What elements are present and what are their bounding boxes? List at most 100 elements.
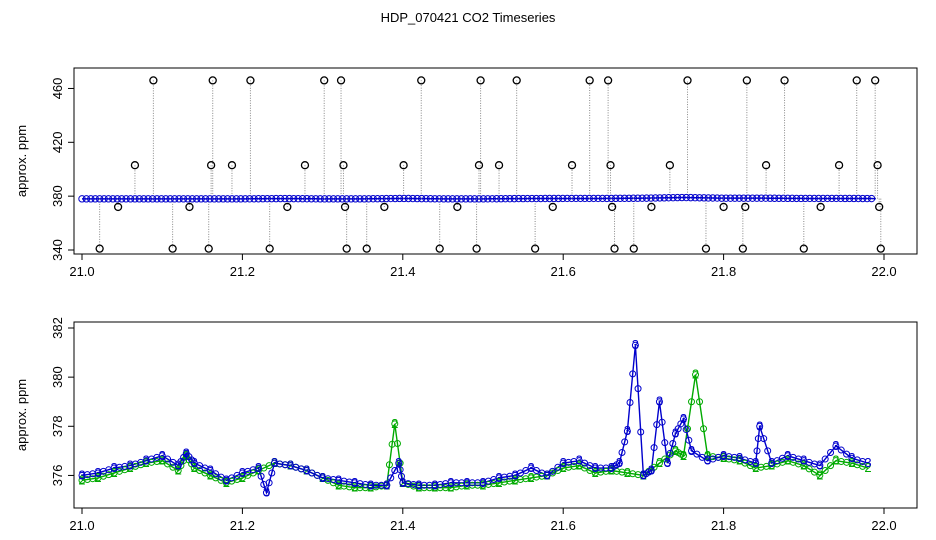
series-2-label: 2 <box>528 470 535 485</box>
baseline-point <box>126 195 135 203</box>
series-3-point <box>335 476 343 484</box>
spike-point <box>168 244 177 253</box>
baseline-point <box>170 195 179 203</box>
spike-point <box>472 244 481 253</box>
series-3-point <box>121 462 129 470</box>
series-3-label: 3 <box>816 458 823 473</box>
baseline-point <box>351 195 360 203</box>
series-3-label: 3 <box>351 475 358 490</box>
baseline-point <box>528 194 536 203</box>
spike-point <box>719 202 728 212</box>
series-3-point <box>680 415 687 423</box>
spike-point <box>494 161 504 170</box>
series-3-point <box>623 427 631 435</box>
series-3-point <box>458 479 466 487</box>
x-tick-label: 21.6 <box>551 518 576 533</box>
baseline-point <box>700 194 708 202</box>
series-2-label: 2 <box>680 448 687 463</box>
series-3-point <box>753 447 761 455</box>
series-2-point <box>591 469 599 477</box>
baseline-point <box>254 195 263 203</box>
series-2-label: 2 <box>800 458 807 473</box>
series-2-label: 2 <box>672 443 679 458</box>
x-tick-label: 21.8 <box>711 264 736 279</box>
series-3-point <box>319 474 327 482</box>
baseline-point <box>704 194 713 202</box>
series-3-label: 3 <box>752 455 759 470</box>
spike-point <box>799 244 808 253</box>
baseline-point <box>748 194 757 202</box>
baseline-point <box>656 194 664 202</box>
series-3-point <box>463 479 471 487</box>
series-2-point <box>83 476 91 484</box>
baseline-point <box>475 195 483 203</box>
series-3-label: 3 <box>271 455 278 470</box>
series-3-point <box>629 370 637 378</box>
series-3-point <box>415 481 423 489</box>
baseline-point <box>435 195 443 203</box>
baseline-point <box>581 194 589 203</box>
spike-point <box>339 161 348 170</box>
series-3-point <box>383 481 391 489</box>
spike-point <box>476 76 485 85</box>
series-2-label: 2 <box>447 480 454 495</box>
series-3-point <box>372 481 380 489</box>
series-3-point <box>543 471 551 479</box>
series-3-label: 3 <box>110 460 117 475</box>
baseline-point <box>307 195 316 203</box>
baseline-point <box>735 194 743 202</box>
series-3-point <box>396 466 404 474</box>
series-3-label: 3 <box>648 463 655 478</box>
series-2-point <box>458 482 466 490</box>
x-tick-label: 22.0 <box>871 264 896 279</box>
baseline-point <box>250 195 258 203</box>
series-2-point <box>629 470 637 478</box>
series-2-label: 2 <box>560 460 567 475</box>
series-3-label: 3 <box>511 467 518 482</box>
series-3-label: 3 <box>768 455 775 470</box>
spike-point <box>629 244 638 253</box>
baseline-point <box>232 195 241 203</box>
baseline-point <box>616 194 624 203</box>
series-2-point <box>447 484 455 492</box>
series-2-point <box>442 484 450 492</box>
series-2-point <box>340 482 348 490</box>
series-2-label: 2 <box>175 463 182 478</box>
series-3-label: 3 <box>335 472 342 487</box>
series-2-label: 2 <box>479 477 486 492</box>
baseline-point <box>391 194 399 203</box>
series-3-point <box>377 481 385 489</box>
series-2-label: 2 <box>127 460 134 475</box>
baseline-point <box>382 194 391 203</box>
series-2-point <box>142 459 150 467</box>
spike-point <box>741 202 750 212</box>
baseline-point <box>267 194 276 203</box>
spike-point <box>149 76 158 85</box>
series-3-point <box>426 481 434 489</box>
baseline-point <box>259 195 267 203</box>
series-3-label: 3 <box>183 445 190 460</box>
series-3-point <box>276 460 284 468</box>
baseline-point <box>651 194 660 202</box>
series-3-label: 3 <box>239 465 246 480</box>
series-3-point <box>391 467 399 475</box>
baseline-point <box>488 195 496 203</box>
spike-point <box>512 76 521 85</box>
baseline-point <box>784 194 792 203</box>
baseline-point <box>466 195 474 203</box>
baseline-point <box>237 195 245 203</box>
baseline-point <box>506 194 514 203</box>
y-tick-label: 340 <box>50 239 65 261</box>
baseline-point <box>404 194 413 203</box>
series-2-label: 2 <box>391 416 398 431</box>
baseline-point <box>117 195 126 203</box>
baseline-point <box>695 194 704 202</box>
baseline-point <box>625 194 633 202</box>
series-2-label: 2 <box>383 477 390 492</box>
baseline-point <box>281 194 289 203</box>
spike-point <box>227 161 237 170</box>
baseline-point <box>709 194 717 202</box>
series-2-point <box>837 458 845 466</box>
baseline-point <box>572 194 580 203</box>
series-3-label: 3 <box>399 475 406 490</box>
